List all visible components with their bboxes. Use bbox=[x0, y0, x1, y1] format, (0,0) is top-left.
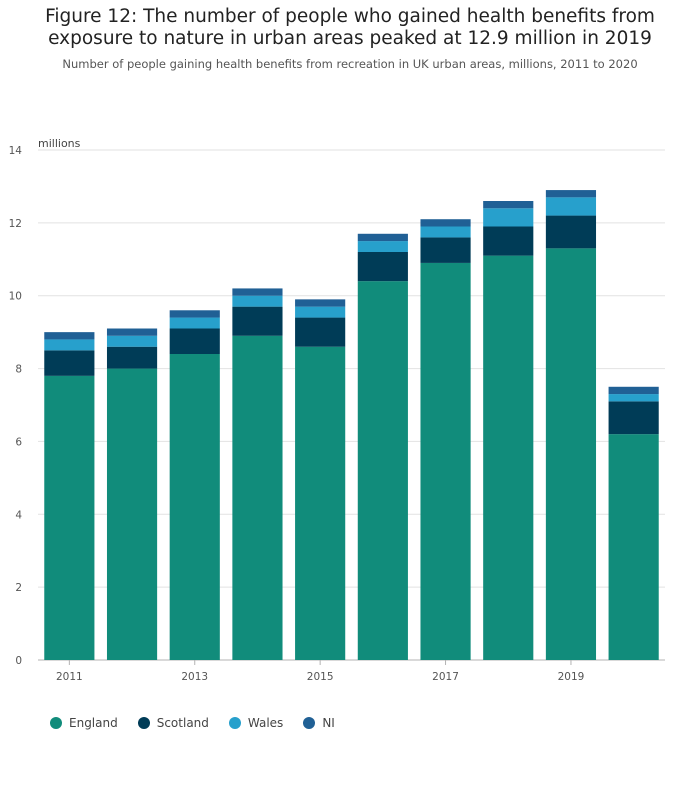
bar-segment-scotland[interactable] bbox=[106, 346, 158, 369]
legend-item-scotland[interactable]: Scotland bbox=[137, 716, 209, 730]
bar-segment-wales[interactable] bbox=[483, 208, 534, 227]
bar-segment-scotland[interactable] bbox=[295, 317, 346, 347]
bar-segment-england[interactable] bbox=[106, 368, 158, 660]
bar-segment-england[interactable] bbox=[44, 375, 95, 660]
legend-swatch bbox=[50, 717, 62, 729]
legend-label: Wales bbox=[247, 716, 284, 730]
bar-segment-ni[interactable] bbox=[420, 219, 471, 227]
bar-segment-wales[interactable] bbox=[357, 241, 408, 252]
bar-segment-wales[interactable] bbox=[44, 339, 95, 351]
bar-segment-england[interactable] bbox=[232, 335, 283, 660]
y-tick-label: 8 bbox=[15, 364, 22, 376]
chart-subtitle: Number of people gaining health benefits… bbox=[62, 57, 638, 71]
bar-segment-ni[interactable] bbox=[232, 288, 283, 296]
legend-item-ni[interactable]: NI bbox=[303, 716, 335, 730]
y-tick-label: 6 bbox=[15, 436, 22, 448]
bar-segment-england[interactable] bbox=[483, 255, 534, 660]
y-axis-unit-label: millions bbox=[38, 137, 81, 150]
bar-segment-ni[interactable] bbox=[545, 190, 597, 198]
legend-label: Scotland bbox=[156, 716, 209, 730]
bar-segment-wales[interactable] bbox=[232, 295, 283, 307]
bar-segment-england[interactable] bbox=[545, 248, 597, 660]
bar-segment-ni[interactable] bbox=[608, 386, 659, 395]
bar-segment-scotland[interactable] bbox=[232, 306, 283, 336]
bar-segment-england[interactable] bbox=[295, 346, 346, 660]
y-tick-label: 2 bbox=[15, 582, 22, 594]
x-tick-label: 2015 bbox=[307, 671, 334, 683]
bar-segment-ni[interactable] bbox=[169, 310, 220, 318]
y-tick-label: 10 bbox=[9, 291, 22, 303]
bar-segment-wales[interactable] bbox=[295, 306, 346, 318]
bar-segment-scotland[interactable] bbox=[483, 226, 534, 256]
chart-legend: England Scotland Wales NI bbox=[50, 716, 355, 730]
bar-segment-ni[interactable] bbox=[295, 299, 346, 307]
bar-segment-ni[interactable] bbox=[106, 328, 158, 336]
bar-segment-england[interactable] bbox=[169, 354, 220, 660]
bar-segment-wales[interactable] bbox=[169, 317, 220, 329]
bar-segment-scotland[interactable] bbox=[545, 215, 597, 249]
bar-segment-scotland[interactable] bbox=[357, 252, 408, 282]
bar-segment-scotland[interactable] bbox=[420, 237, 471, 263]
bar-segment-scotland[interactable] bbox=[44, 350, 95, 376]
legend-item-england[interactable]: England bbox=[50, 716, 118, 730]
bar-segment-england[interactable] bbox=[608, 434, 659, 660]
y-tick-label: 14 bbox=[9, 145, 23, 157]
bar-segment-scotland[interactable] bbox=[608, 401, 659, 435]
legend-swatch bbox=[303, 717, 316, 729]
legend-label: England bbox=[69, 716, 118, 730]
x-tick-label: 2013 bbox=[181, 671, 208, 683]
bar-segment-ni[interactable] bbox=[44, 332, 95, 340]
y-tick-label: 4 bbox=[15, 509, 22, 521]
bar-segment-england[interactable] bbox=[357, 281, 408, 660]
bar-segment-ni[interactable] bbox=[357, 233, 408, 242]
bar-segment-scotland[interactable] bbox=[169, 328, 220, 355]
legend-swatch bbox=[228, 717, 241, 729]
x-tick-label: 2019 bbox=[558, 671, 585, 683]
bar-segment-wales[interactable] bbox=[608, 394, 659, 402]
bar-segment-wales[interactable] bbox=[420, 226, 471, 238]
bar-segment-wales[interactable] bbox=[106, 335, 158, 347]
bar-segment-ni[interactable] bbox=[483, 201, 534, 209]
bar-segment-england[interactable] bbox=[420, 262, 471, 660]
stacked-bar-chart: 0 2 4 6 8 10 12 14 2011 2013 2015 2017 2019 million… bbox=[9, 137, 665, 683]
x-tick-label: 2017 bbox=[432, 671, 459, 683]
y-tick-label: 0 bbox=[15, 655, 22, 667]
x-tick-label: 2011 bbox=[56, 671, 83, 683]
bar-segment-wales[interactable] bbox=[545, 197, 597, 216]
legend-label: NI bbox=[322, 716, 335, 730]
legend-item-wales[interactable]: Wales bbox=[228, 716, 284, 730]
legend-swatch bbox=[137, 717, 150, 729]
chart-title: Figure 12: The number of people who gain… bbox=[45, 6, 655, 49]
y-tick-label: 12 bbox=[9, 218, 22, 230]
